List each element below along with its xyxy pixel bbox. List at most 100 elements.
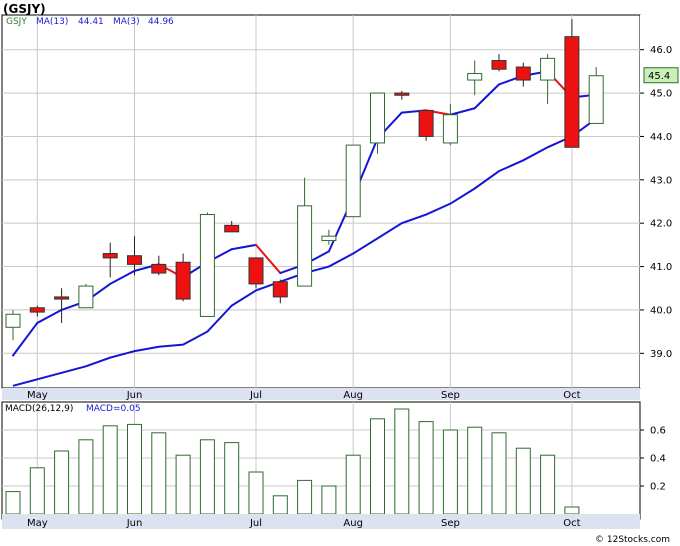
ma3-segment — [109, 269, 136, 285]
macd-bar — [272, 495, 288, 515]
price-ytick-label: 43.0 — [650, 175, 672, 186]
price-ytick-label: 46.0 — [650, 45, 672, 56]
price-x-axis: May Jun Jul Aug Sep Oct — [27, 390, 581, 401]
legend-ma3-label: MA(3) — [113, 17, 140, 27]
candle-down — [127, 255, 142, 265]
candle-up — [345, 144, 361, 218]
candle-up — [321, 235, 337, 242]
candle-up — [5, 313, 21, 328]
legend-ma13-value: 44.41 — [78, 17, 104, 27]
candle-down — [418, 109, 434, 137]
macd-xtick-label: Aug — [343, 518, 363, 529]
price-y-axis: 39.0 40.0 41.0 42.0 43.0 44.0 45.0 46.0 — [640, 45, 672, 360]
candle-down — [248, 257, 264, 285]
price-xtick-label: Jul — [249, 390, 262, 401]
macd-xtick-label: Sep — [441, 518, 460, 529]
price-ytick-label: 39.0 — [650, 349, 672, 360]
macd-bar — [418, 421, 434, 515]
macd-bar — [151, 432, 167, 515]
price-xtick-label: Oct — [563, 390, 580, 401]
candle-down — [224, 224, 240, 233]
macd-ytick-label: 0.4 — [650, 454, 666, 465]
candle-down — [151, 263, 167, 274]
macd-xtick-label: May — [27, 518, 48, 529]
price-ytick-label: 44.0 — [650, 132, 672, 143]
macd-bar — [102, 425, 118, 515]
macd-bar — [564, 506, 580, 515]
macd-bar — [78, 439, 94, 515]
macd-bar — [199, 439, 215, 515]
chart-title: (GSJY) — [3, 2, 46, 16]
macd-ytick-label: 0.6 — [650, 426, 666, 437]
macd-bar — [370, 418, 385, 515]
macd-bar — [175, 454, 191, 515]
candle-down — [491, 60, 507, 70]
price-gridlines — [2, 15, 640, 388]
macd-bar — [54, 450, 70, 515]
last-price-tag — [643, 67, 679, 84]
macd-bar — [248, 471, 264, 515]
macd-bar — [515, 447, 531, 515]
candle-down — [54, 296, 70, 300]
macd-ytick-label: 0.2 — [650, 482, 666, 493]
price-xtick-label: Sep — [441, 390, 460, 401]
macd-bars-layer — [5, 408, 580, 515]
price-ytick-label: 40.0 — [650, 305, 672, 316]
price-xaxis-band — [2, 388, 640, 400]
candle-up — [199, 214, 215, 317]
macd-legend-label: MACD(26,12,9) — [5, 404, 73, 414]
candle-down — [515, 66, 531, 81]
candle-up — [297, 205, 313, 287]
price-ytick-label: 45.0 — [650, 89, 672, 100]
ma3-segment — [473, 83, 500, 110]
macd-bar — [394, 408, 410, 515]
macd-panel: 0.2 0.4 0.6 MACD(26,12,9) MACD=0.05 — [1, 401, 666, 520]
macd-xaxis-band — [2, 514, 640, 529]
macd-bar — [297, 479, 313, 515]
watermark: © 12Stocks.com — [595, 535, 670, 545]
candle-up — [370, 92, 385, 144]
macd-bar — [224, 442, 240, 515]
macd-y-axis: 0.2 0.4 0.6 — [640, 426, 666, 493]
macd-bar — [491, 432, 507, 515]
price-xtick-label: Jun — [126, 390, 143, 401]
candle-down — [102, 253, 118, 259]
candle-down — [29, 307, 45, 313]
macd-bar — [442, 429, 458, 515]
candle-up — [467, 73, 483, 81]
macd-legend-value: MACD=0.05 — [86, 404, 141, 414]
price-panel: 39.0 40.0 41.0 42.0 43.0 44.0 45.0 46.0 GSJY MA… — [1, 14, 679, 389]
candles-layer — [5, 19, 604, 341]
candle-down — [394, 92, 410, 96]
macd-xtick-label: Jun — [126, 518, 143, 529]
price-xtick-label: Aug — [343, 390, 363, 401]
price-ytick-label: 42.0 — [650, 219, 672, 230]
ma3-segment — [36, 308, 63, 324]
candle-down — [175, 261, 191, 300]
macd-bar — [345, 454, 361, 515]
candle-up — [540, 57, 556, 81]
last-price-label: 45.4 — [648, 71, 670, 82]
candle-down — [564, 36, 580, 148]
price-xtick-label: May — [27, 390, 48, 401]
ma3-segment — [12, 321, 39, 357]
ma3-segment — [230, 243, 257, 251]
macd-bar — [540, 454, 556, 515]
legend-ma3-value: 44.96 — [148, 17, 174, 27]
candle-up — [78, 285, 94, 309]
macd-bar — [127, 423, 142, 515]
candle-down — [272, 281, 288, 298]
legend-ma13-label: MA(13) — [36, 17, 68, 27]
legend-symbol: GSJY — [6, 17, 27, 27]
ma3-segment — [449, 107, 476, 116]
macd-xtick-label: Jul — [249, 518, 262, 529]
macd-bar — [5, 491, 21, 515]
ma3-segment — [255, 243, 282, 275]
macd-bar — [29, 467, 45, 515]
candle-up — [442, 114, 458, 144]
price-plot-frame — [1, 14, 641, 389]
price-ytick-label: 41.0 — [650, 262, 672, 273]
candle-up — [588, 75, 604, 124]
macd-bar — [321, 485, 337, 515]
